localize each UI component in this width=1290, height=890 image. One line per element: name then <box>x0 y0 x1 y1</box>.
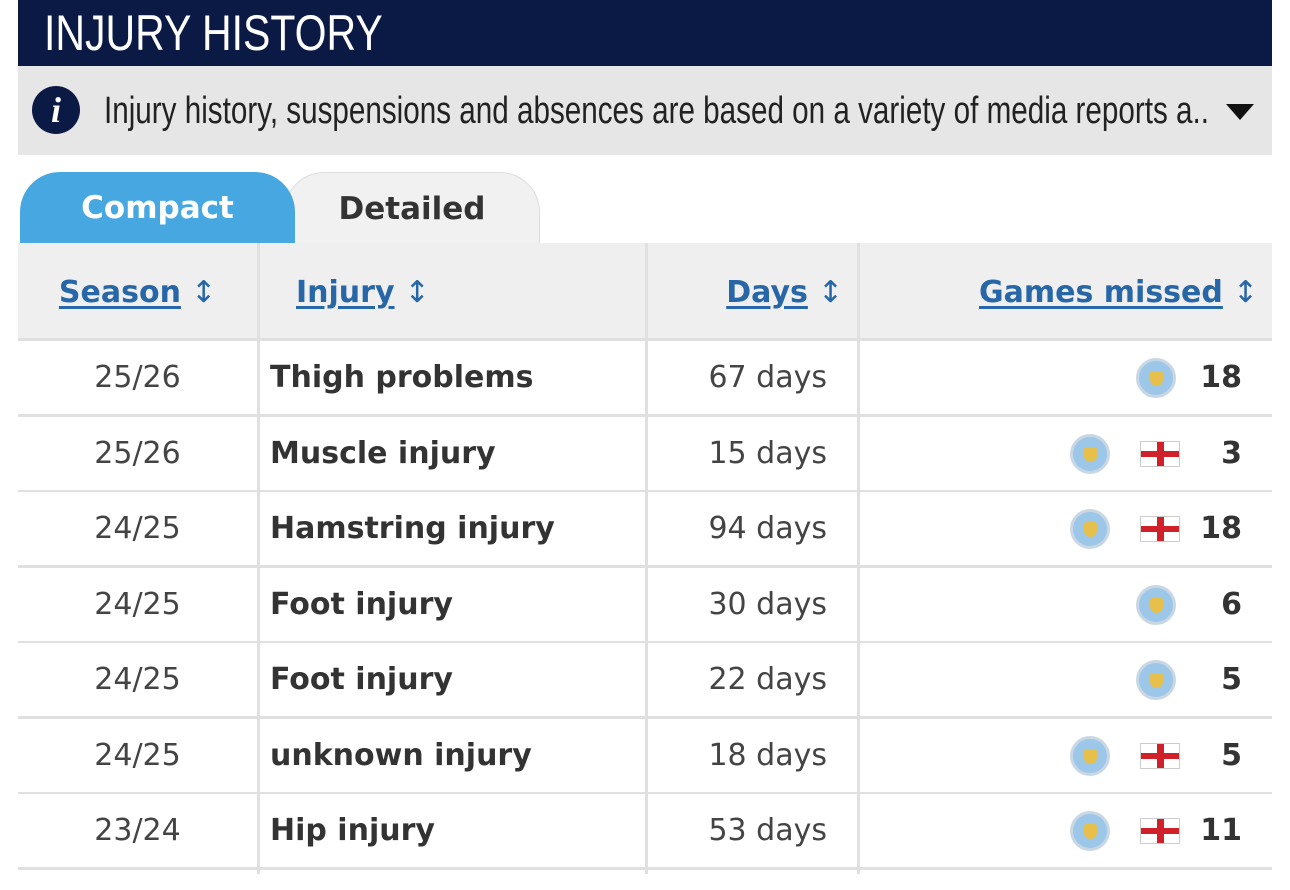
season: 24/25 <box>94 511 181 546</box>
column-header[interactable]: Season ↕ <box>18 243 257 338</box>
days: 94 days <box>708 511 827 546</box>
season-cell: 24/25 <box>18 492 257 565</box>
games-cell: 3 <box>860 416 1272 490</box>
expand-arrow[interactable] <box>1226 104 1254 120</box>
column-header[interactable]: Injury ↕ <box>260 243 645 338</box>
season-cell: 24/25 <box>18 567 257 641</box>
games-cell: 18 <box>860 341 1272 414</box>
games-missed: 11 <box>1200 813 1242 848</box>
injury-cell: Foot injury <box>260 643 645 716</box>
club-badge <box>1070 509 1110 549</box>
season-cell: 25/26 <box>18 341 257 414</box>
column-header-label[interactable]: Injury <box>296 275 395 310</box>
season: 24/25 <box>94 662 181 697</box>
games-missed: 5 <box>1221 662 1242 697</box>
days: 67 days <box>708 360 827 395</box>
england-flag <box>1140 742 1180 769</box>
games-cell: 11 <box>860 794 1272 867</box>
england-flag <box>1140 440 1180 467</box>
days: 30 days <box>708 586 827 622</box>
england-flag <box>1140 516 1180 542</box>
days: 15 days <box>708 435 827 471</box>
games-cell: 18 <box>860 492 1272 565</box>
column-header-label[interactable]: Season <box>58 275 181 310</box>
info-text: Injury history, suspensions and absences… <box>104 90 1209 132</box>
season-cell: 25/26 <box>18 416 257 490</box>
header-title: INJURY HISTORY <box>44 5 383 61</box>
days-cell: 67 days <box>648 341 857 414</box>
days-cell: 30 days <box>648 567 857 641</box>
injury-cell: unknown injury <box>260 718 645 792</box>
injury-table: Season ↕ Injury ↕ Days ↕ Games missed ↕ 25/26 Thi… <box>18 243 1272 890</box>
days: 22 days <box>708 662 827 697</box>
season-cell: 23/24 <box>18 794 257 867</box>
row-cell <box>260 869 645 890</box>
season-cell: 24/25 <box>18 718 257 792</box>
sort-icon[interactable]: ↕ <box>190 275 217 310</box>
row-cell <box>648 869 857 890</box>
sort-icon[interactable]: ↕ <box>817 275 843 310</box>
club-badge <box>1136 584 1176 625</box>
season: 24/25 <box>94 586 181 622</box>
injury: Hamstring injury <box>270 511 555 546</box>
column-header-label[interactable]: Games missed <box>979 275 1223 310</box>
days-cell: 53 days <box>648 794 857 867</box>
games-missed: 5 <box>1221 737 1242 773</box>
row-cell <box>18 869 257 890</box>
header-bar: INJURY HISTORY <box>18 0 1272 66</box>
days-cell: 15 days <box>648 416 857 490</box>
days: 53 days <box>708 813 827 848</box>
season: 25/26 <box>94 360 181 395</box>
info-bar[interactable]: i Injury history, suspensions and absenc… <box>18 66 1272 155</box>
sort-icon[interactable]: ↕ <box>1232 275 1258 310</box>
injury: Foot injury <box>270 662 453 697</box>
tab-compact[interactable]: Compact <box>20 172 295 243</box>
season-cell: 24/25 <box>18 643 257 716</box>
injury-cell: Thigh problems <box>260 341 645 414</box>
tab-detailed[interactable]: Detailed <box>284 172 540 244</box>
injury: Foot injury <box>270 586 453 622</box>
sort-icon[interactable]: ↕ <box>404 275 430 310</box>
club-badge <box>1136 358 1176 398</box>
days: 18 days <box>708 737 827 773</box>
injury: Thigh problems <box>270 360 534 395</box>
games-cell: 6 <box>860 567 1272 641</box>
injury: Muscle injury <box>270 435 496 471</box>
injury: Hip injury <box>270 813 435 848</box>
days-cell: 18 days <box>648 718 857 792</box>
injury: unknown injury <box>270 737 532 773</box>
info-icon: i <box>32 86 80 134</box>
club-badge <box>1070 433 1110 474</box>
games-missed: 18 <box>1200 511 1242 546</box>
england-flag <box>1140 818 1180 844</box>
games-missed: 3 <box>1221 435 1242 471</box>
games-missed: 18 <box>1200 360 1242 395</box>
days-cell: 94 days <box>648 492 857 565</box>
games-cell: 5 <box>860 643 1272 716</box>
club-badge <box>1136 660 1176 700</box>
days-cell: 22 days <box>648 643 857 716</box>
season: 23/24 <box>94 813 181 848</box>
column-header-label[interactable]: Days <box>726 275 808 310</box>
injury-cell: Foot injury <box>260 567 645 641</box>
games-missed: 6 <box>1221 586 1242 622</box>
club-badge <box>1070 811 1110 851</box>
season: 24/25 <box>94 737 181 773</box>
season: 25/26 <box>94 435 181 471</box>
column-header[interactable]: Games missed ↕ <box>860 243 1272 338</box>
injury-cell: Hip injury <box>260 794 645 867</box>
injury-cell: Hamstring injury <box>260 492 645 565</box>
injury-cell: Muscle injury <box>260 416 645 490</box>
column-header[interactable]: Days ↕ <box>648 243 857 338</box>
club-badge <box>1070 735 1110 776</box>
games-cell: 5 <box>860 718 1272 792</box>
row-cell <box>860 869 1272 890</box>
